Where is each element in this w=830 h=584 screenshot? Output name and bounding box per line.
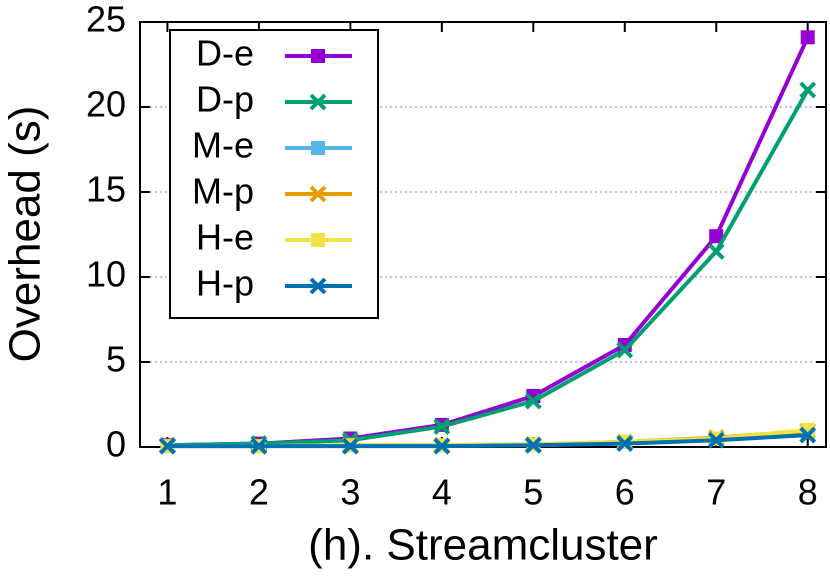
data-point xyxy=(341,437,359,455)
x-tick-label: 1 xyxy=(157,472,177,513)
data-point xyxy=(707,243,725,260)
data-point xyxy=(616,435,634,453)
legend-marker xyxy=(309,185,327,203)
y-tick-label: 15 xyxy=(86,169,126,210)
data-point xyxy=(524,436,542,454)
legend-marker xyxy=(309,277,327,295)
data-point xyxy=(433,437,451,455)
legend-label: H-e xyxy=(196,217,254,258)
legend-label: M-p xyxy=(192,171,254,212)
y-tick-label: 5 xyxy=(106,339,126,380)
data-point xyxy=(433,418,451,436)
x-tick-label: 6 xyxy=(615,472,635,513)
legend-marker xyxy=(311,141,325,155)
x-tick-label: 5 xyxy=(523,472,543,513)
data-point xyxy=(707,431,725,449)
legend-label: H-p xyxy=(196,263,254,304)
series-line xyxy=(167,433,808,449)
x-tick-label: 8 xyxy=(798,472,818,513)
legend-label: D-p xyxy=(196,79,254,120)
legend-marker xyxy=(311,233,325,247)
x-tick-label: 2 xyxy=(249,472,269,513)
x-tick-label: 4 xyxy=(432,472,452,513)
data-point xyxy=(799,81,817,99)
data-point xyxy=(709,229,724,244)
data-point xyxy=(159,437,176,455)
legend-label: M-e xyxy=(192,125,254,166)
x-axis-label: (h). Streamcluster xyxy=(308,521,658,570)
data-point xyxy=(800,30,815,45)
y-tick-label: 0 xyxy=(106,424,126,465)
legend-box xyxy=(169,29,379,319)
y-tick-label: 20 xyxy=(86,84,126,125)
data-point xyxy=(799,426,817,444)
data-point xyxy=(250,437,268,455)
y-tick-label: 25 xyxy=(86,0,126,40)
x-tick-label: 3 xyxy=(340,472,360,513)
legend-marker xyxy=(311,49,325,63)
y-axis-label: Overhead (s) xyxy=(1,106,50,363)
x-tick-label: 7 xyxy=(706,472,726,513)
y-tick-label: 10 xyxy=(86,254,126,295)
series-line xyxy=(167,89,810,448)
legend-label: D-e xyxy=(196,33,254,74)
legend-marker xyxy=(309,93,327,111)
data-point xyxy=(616,341,634,359)
data-point xyxy=(524,392,542,410)
